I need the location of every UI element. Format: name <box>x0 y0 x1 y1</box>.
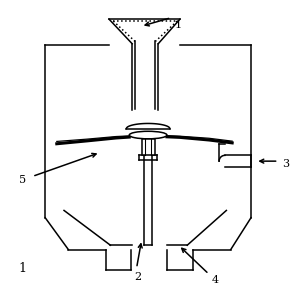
Ellipse shape <box>129 131 167 139</box>
Text: 1: 1 <box>175 20 182 30</box>
Text: 4: 4 <box>211 275 218 285</box>
Text: 1: 1 <box>18 262 26 275</box>
Text: 2: 2 <box>134 272 142 282</box>
Bar <box>142 139 155 155</box>
Text: 3: 3 <box>282 159 289 169</box>
Text: 5: 5 <box>19 175 26 185</box>
